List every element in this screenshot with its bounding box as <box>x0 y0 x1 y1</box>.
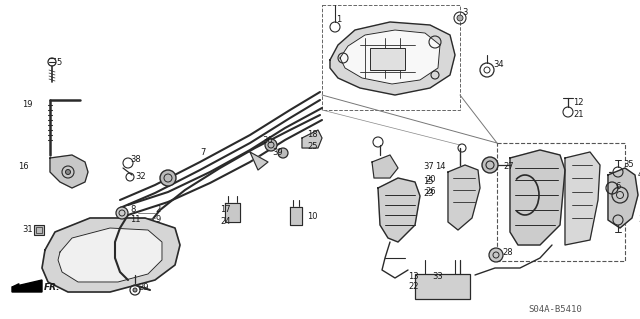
Bar <box>497 143 625 261</box>
Polygon shape <box>448 165 480 230</box>
Polygon shape <box>302 130 322 148</box>
Text: 26: 26 <box>425 187 436 196</box>
Bar <box>415 274 470 299</box>
Text: 36: 36 <box>262 136 273 145</box>
Polygon shape <box>378 178 420 242</box>
Text: 18: 18 <box>307 130 317 139</box>
Text: 24: 24 <box>220 217 230 226</box>
Bar <box>34 225 44 235</box>
Text: 5: 5 <box>56 58 61 67</box>
Text: 16: 16 <box>18 162 29 171</box>
Polygon shape <box>340 30 440 84</box>
Text: 11: 11 <box>130 215 141 224</box>
Text: 25: 25 <box>307 142 317 151</box>
Text: 30: 30 <box>638 215 640 224</box>
Polygon shape <box>58 228 162 282</box>
Polygon shape <box>250 152 268 170</box>
Text: 22: 22 <box>408 282 419 291</box>
Text: 21: 21 <box>573 110 584 119</box>
Polygon shape <box>50 155 88 188</box>
Circle shape <box>65 169 70 174</box>
Text: 34: 34 <box>493 60 504 69</box>
Text: 12: 12 <box>573 98 584 107</box>
Text: 4: 4 <box>638 170 640 179</box>
Text: 8: 8 <box>130 205 136 214</box>
Text: 28: 28 <box>502 248 513 257</box>
Text: 38: 38 <box>130 155 141 164</box>
Circle shape <box>482 157 498 173</box>
Text: 6: 6 <box>615 182 620 191</box>
Text: 15: 15 <box>423 177 433 186</box>
Polygon shape <box>42 218 180 292</box>
Text: 14: 14 <box>435 162 445 171</box>
Text: 23: 23 <box>423 189 434 198</box>
Text: 3: 3 <box>462 8 467 17</box>
Polygon shape <box>290 207 302 225</box>
Text: 32: 32 <box>135 172 146 181</box>
Circle shape <box>133 288 137 292</box>
Text: 13: 13 <box>408 272 419 281</box>
Circle shape <box>489 248 503 262</box>
Text: 9: 9 <box>155 215 160 224</box>
Text: 31: 31 <box>22 225 33 234</box>
Text: 37: 37 <box>423 162 434 171</box>
Text: FR.: FR. <box>44 283 61 292</box>
Circle shape <box>278 148 288 158</box>
Circle shape <box>160 170 176 186</box>
Text: 1: 1 <box>336 15 341 24</box>
Text: 39: 39 <box>272 148 283 157</box>
Bar <box>36 227 42 233</box>
Polygon shape <box>12 280 42 292</box>
Text: 17: 17 <box>220 205 230 214</box>
Text: 19: 19 <box>22 100 33 109</box>
Text: 7: 7 <box>200 148 205 157</box>
Text: 27: 27 <box>503 162 514 171</box>
Polygon shape <box>225 203 240 222</box>
Polygon shape <box>565 152 600 245</box>
Polygon shape <box>372 155 398 178</box>
Text: 20: 20 <box>425 175 435 184</box>
Polygon shape <box>510 150 565 245</box>
Bar <box>370 48 405 70</box>
Circle shape <box>116 207 128 219</box>
Text: 29: 29 <box>138 283 148 292</box>
Circle shape <box>265 139 277 151</box>
Text: 33: 33 <box>432 272 443 281</box>
Circle shape <box>457 15 463 21</box>
Polygon shape <box>330 22 455 95</box>
Text: S04A-B5410: S04A-B5410 <box>528 305 582 314</box>
Text: 35: 35 <box>623 160 634 169</box>
Bar <box>322 5 460 110</box>
Text: 10: 10 <box>307 212 317 221</box>
Polygon shape <box>608 168 638 228</box>
Text: 2: 2 <box>155 205 160 214</box>
